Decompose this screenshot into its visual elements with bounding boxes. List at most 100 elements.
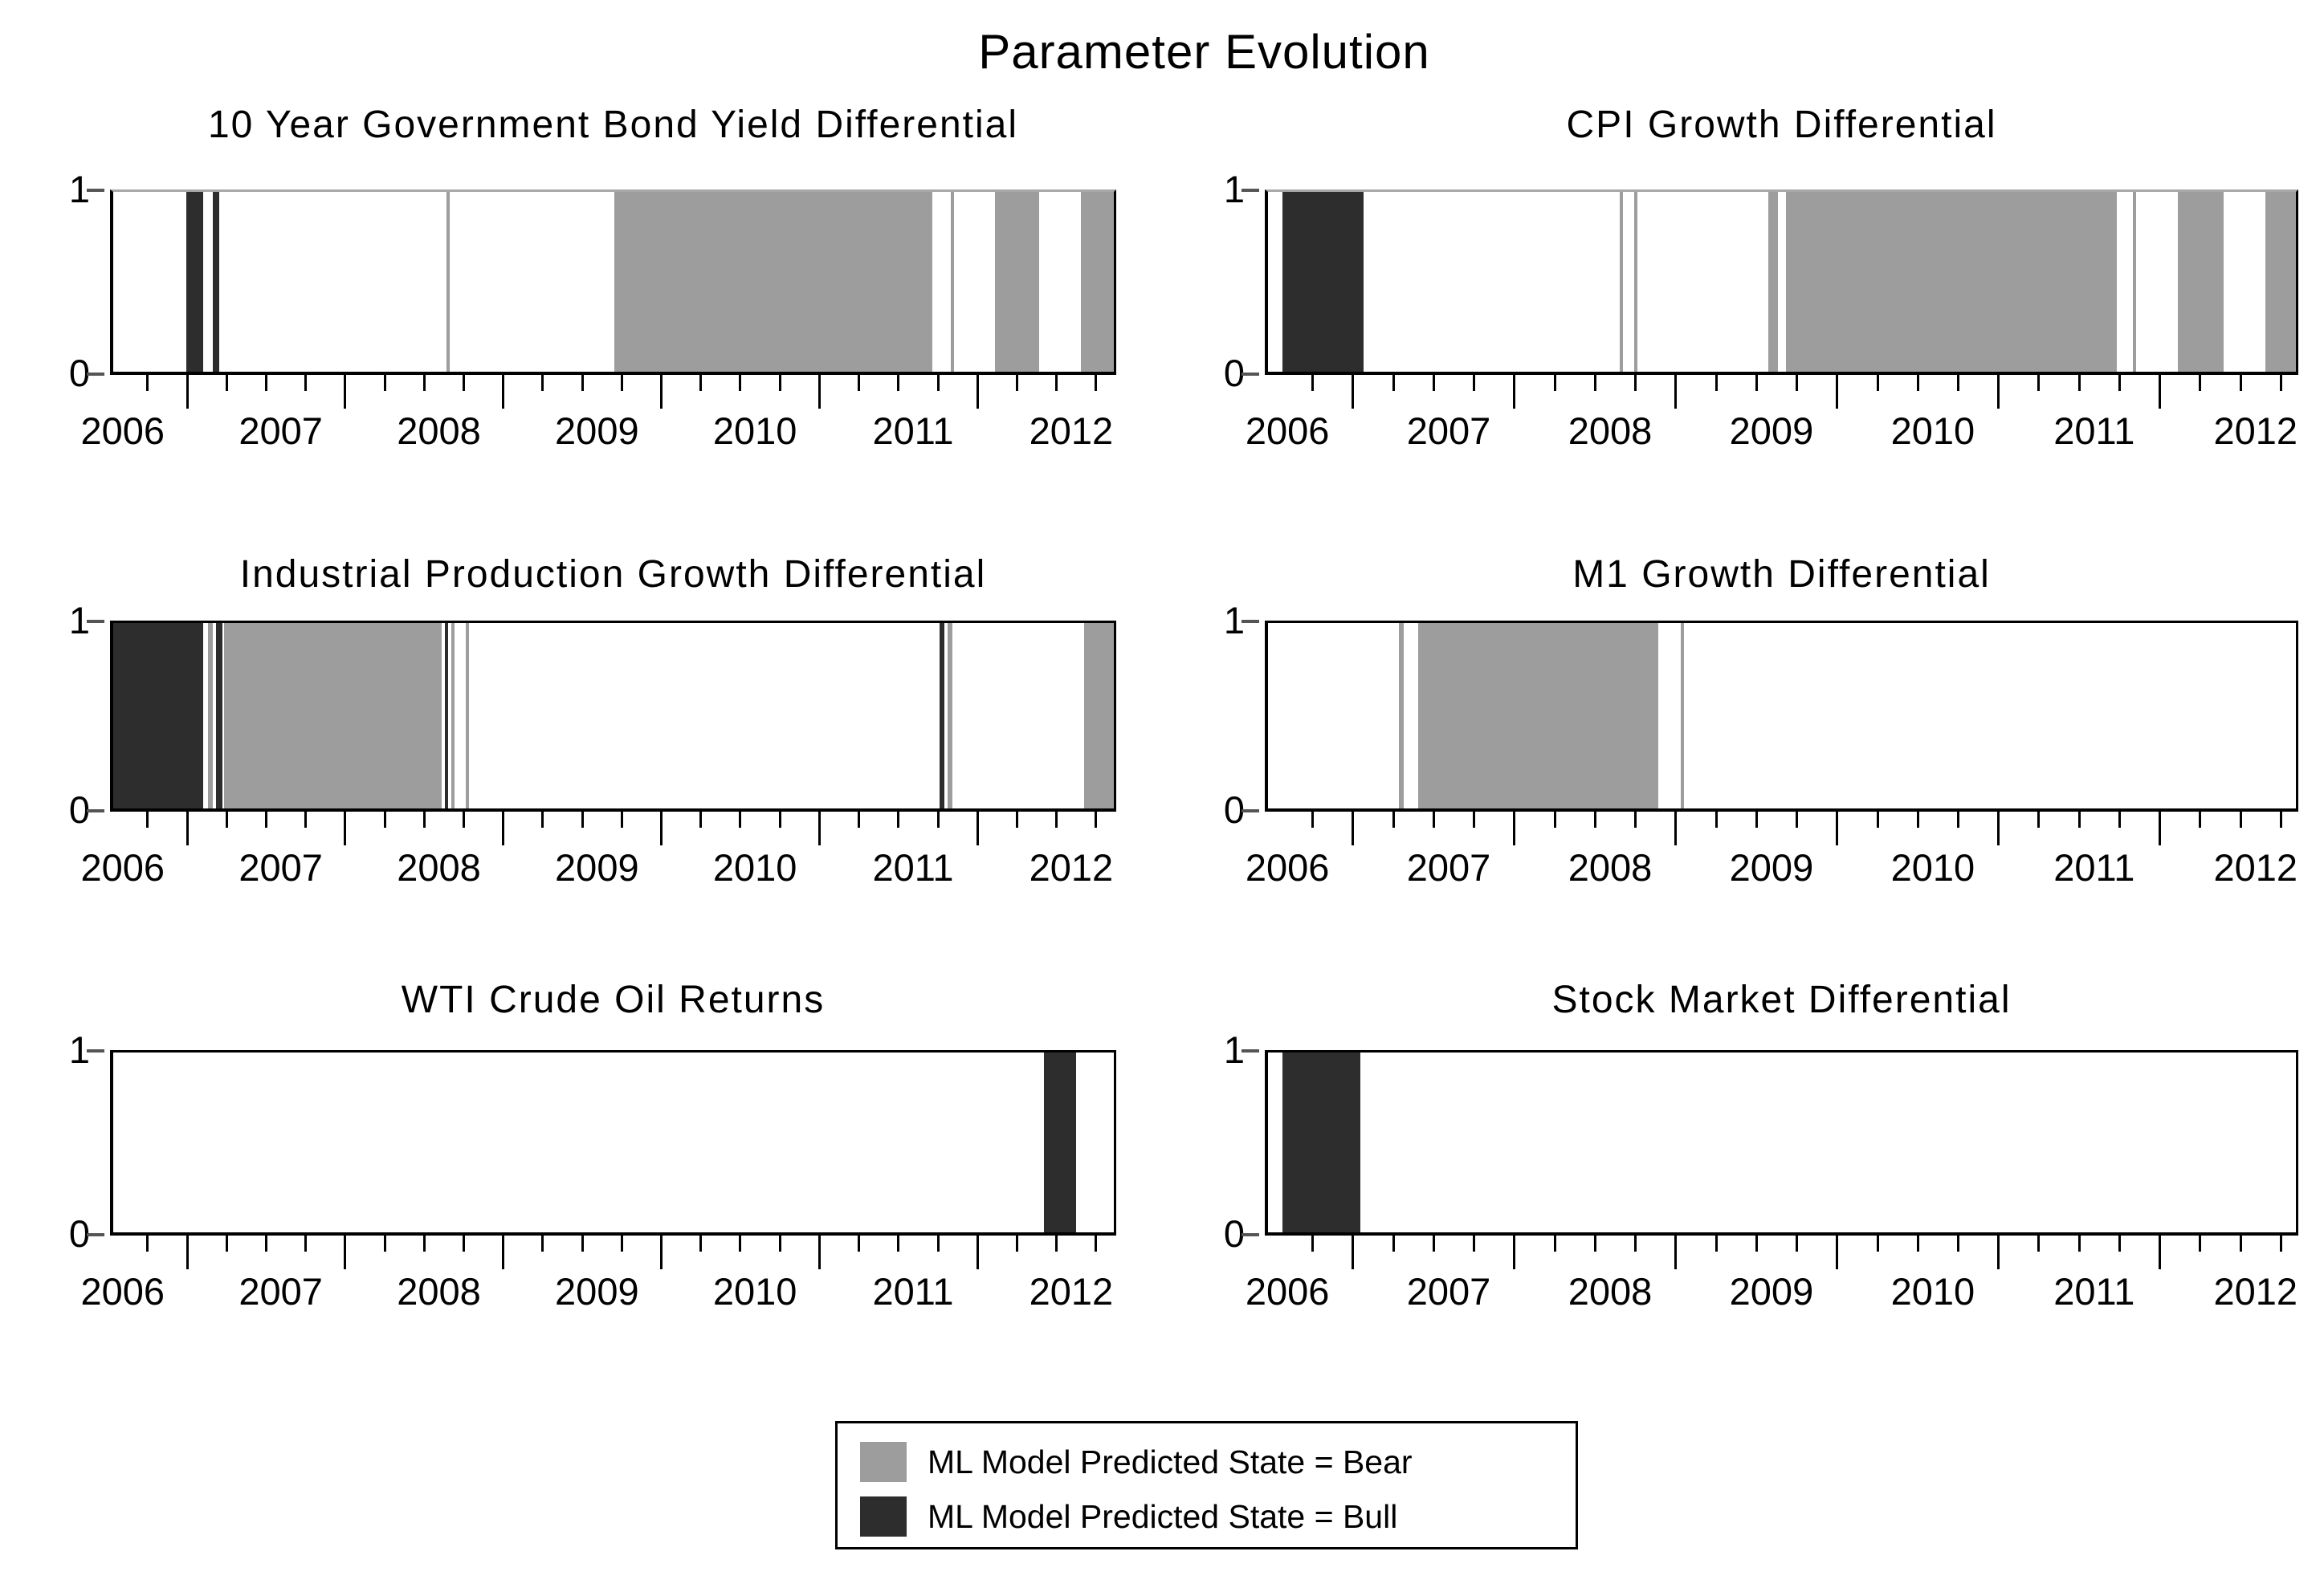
x-minor-tick <box>739 1236 742 1252</box>
x-major-tick <box>1513 1236 1516 1269</box>
x-minor-tick <box>897 812 900 828</box>
x-minor-tick <box>1634 812 1637 828</box>
state-bar-bear <box>465 623 469 808</box>
x-tick-label: 2009 <box>1729 409 1814 452</box>
y-tick-label: 1 <box>1223 168 1245 210</box>
x-minor-tick <box>264 1236 267 1252</box>
x-major-tick <box>1513 812 1516 845</box>
x-minor-tick <box>1755 375 1758 391</box>
x-tick-label: 2010 <box>1890 409 1975 452</box>
y-tick-label: 0 <box>1223 352 1245 394</box>
y-tick-mark <box>1242 1233 1259 1236</box>
x-minor-tick <box>1311 375 1315 391</box>
y-tick-mark <box>1242 620 1259 623</box>
state-bar-bear <box>2178 192 2224 372</box>
x-minor-tick <box>1473 812 1476 828</box>
x-minor-tick <box>1796 1236 1799 1252</box>
x-minor-tick <box>1432 812 1435 828</box>
x-minor-tick <box>739 375 742 391</box>
x-tick-label: 2007 <box>239 1270 323 1313</box>
x-minor-tick <box>1553 375 1556 391</box>
x-minor-tick <box>620 812 623 828</box>
x-major-tick <box>1836 812 1839 845</box>
x-tick-label: 2011 <box>2053 846 2135 889</box>
x-minor-tick <box>778 812 781 828</box>
x-minor-tick <box>2239 375 2242 391</box>
x-minor-tick <box>146 812 149 828</box>
state-bar-bull <box>940 623 945 808</box>
y-tick-mark <box>87 1233 104 1236</box>
x-minor-tick <box>699 812 703 828</box>
x-minor-tick <box>858 1236 861 1252</box>
x-tick-label: 2008 <box>397 409 481 452</box>
x-minor-tick <box>1432 375 1435 391</box>
y-tick-mark <box>1242 809 1259 812</box>
x-minor-tick <box>463 1236 466 1252</box>
x-major-tick <box>344 375 347 409</box>
state-bar-bear <box>1083 623 1114 808</box>
y-tick-mark <box>1242 1049 1259 1053</box>
x-minor-tick <box>936 812 940 828</box>
x-minor-tick <box>2118 812 2121 828</box>
subplot-title: M1 Growth Differential <box>1572 553 1991 596</box>
x-minor-tick <box>1957 812 1960 828</box>
y-tick-mark <box>1242 189 1259 192</box>
x-major-tick <box>1674 812 1678 845</box>
y-tick-label: 1 <box>1223 599 1245 641</box>
x-minor-tick <box>778 375 781 391</box>
x-minor-tick <box>2037 812 2041 828</box>
x-tick-label: 2008 <box>1568 846 1653 889</box>
x-tick-label: 2011 <box>872 409 954 452</box>
x-minor-tick <box>225 375 228 391</box>
state-bar-bull <box>1282 1053 1360 1232</box>
x-major-tick <box>1352 812 1355 845</box>
y-tick-label: 1 <box>68 599 90 641</box>
state-bar-bear <box>446 192 451 372</box>
x-tick-label: 2012 <box>2213 409 2298 452</box>
bear-color-swatch <box>860 1442 907 1482</box>
x-minor-tick <box>225 1236 228 1252</box>
plot-area-cpi-growth <box>1265 189 2298 375</box>
x-minor-tick <box>1876 1236 1879 1252</box>
x-minor-tick <box>699 375 703 391</box>
y-tick-mark <box>87 189 104 192</box>
x-major-tick <box>1997 375 2000 409</box>
x-minor-tick <box>541 1236 544 1252</box>
x-minor-tick <box>1755 812 1758 828</box>
x-minor-tick <box>778 1236 781 1252</box>
state-bar-bull <box>186 192 204 372</box>
x-tick-label: 2009 <box>1729 846 1814 889</box>
x-minor-tick <box>620 375 623 391</box>
figure-title: Parameter Evolution <box>978 25 1430 79</box>
plot-area-wti-crude-oil <box>110 1050 1116 1236</box>
state-bar-bear <box>223 623 442 808</box>
x-tick-label: 2009 <box>1729 1270 1814 1313</box>
x-minor-tick <box>383 812 386 828</box>
x-minor-tick <box>1957 375 1960 391</box>
x-minor-tick <box>581 375 584 391</box>
x-minor-tick <box>1015 1236 1018 1252</box>
x-minor-tick <box>1553 812 1556 828</box>
x-minor-tick <box>1015 375 1018 391</box>
x-minor-tick <box>422 1236 426 1252</box>
y-tick-label: 1 <box>68 1028 90 1071</box>
x-major-tick <box>502 812 505 845</box>
x-minor-tick <box>422 375 426 391</box>
x-minor-tick <box>304 812 308 828</box>
x-major-tick <box>660 812 663 845</box>
legend-box: ML Model Predicted State = Bear ML Model… <box>835 1421 1578 1549</box>
x-tick-label: 2007 <box>239 409 323 452</box>
x-minor-tick <box>422 812 426 828</box>
x-minor-tick <box>463 375 466 391</box>
state-bar-bear <box>1417 623 1659 808</box>
x-tick-label: 2006 <box>1245 409 1330 452</box>
x-minor-tick <box>2199 812 2202 828</box>
x-minor-tick <box>2118 1236 2121 1252</box>
subplot-title: WTI Crude Oil Returns <box>401 979 826 1021</box>
x-minor-tick <box>1593 375 1596 391</box>
y-tick-label: 0 <box>68 788 90 831</box>
subplot-title: Stock Market Differential <box>1551 979 2012 1021</box>
y-tick-mark <box>87 373 104 376</box>
x-minor-tick <box>2279 1236 2282 1252</box>
